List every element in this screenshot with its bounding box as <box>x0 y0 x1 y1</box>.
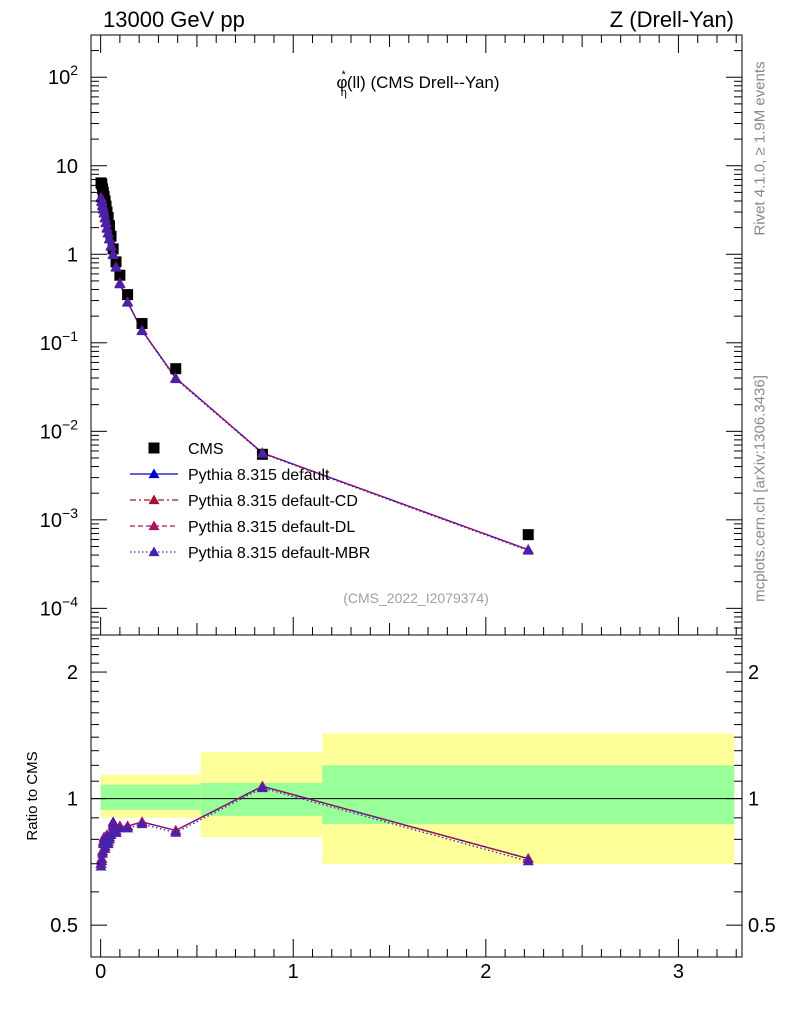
title-symbol: φ <box>336 73 347 92</box>
ratio-point <box>170 827 182 837</box>
title-sup: * <box>341 69 346 81</box>
main-ytick-label: 102 <box>48 62 78 89</box>
mc-point <box>99 212 111 223</box>
main-title: φ* η(ll) (CMS Drell--Yan) <box>336 69 499 99</box>
ratio-ytick-label-right: 0.5 <box>748 915 776 937</box>
ratio-point <box>114 822 126 833</box>
xtick-label: 3 <box>673 961 684 983</box>
main-ytick-label: 10−1 <box>40 328 78 355</box>
legend-marker <box>148 546 160 557</box>
ratio-ytick-label-right: 2 <box>748 662 759 684</box>
data-point <box>170 363 182 375</box>
legend-marker <box>148 468 160 479</box>
mc-point <box>105 241 117 251</box>
legend-label: Pythia 8.315 default-DL <box>188 519 355 536</box>
legend-marker <box>148 494 160 505</box>
data-point <box>136 318 148 330</box>
data-point <box>122 289 134 301</box>
ratio-point <box>136 818 148 829</box>
legend-marker <box>148 442 160 454</box>
title-sub: η <box>341 87 347 99</box>
ratio-ylabel: Ratio to CMS <box>24 751 41 840</box>
mc-point <box>101 223 113 233</box>
ratio-ytick-label-left: 2 <box>67 662 78 684</box>
ratio-frame <box>90 634 743 958</box>
mc-point <box>122 297 134 307</box>
ratio-point <box>96 855 108 866</box>
ratio-point <box>122 822 134 833</box>
main-ytick-label: 10−3 <box>40 505 78 532</box>
mc-point <box>100 217 112 228</box>
ratio-point <box>95 860 107 871</box>
inner-band <box>322 765 735 825</box>
data-point <box>114 269 126 281</box>
mc-point <box>107 249 119 260</box>
ratio-point <box>522 855 534 866</box>
mc-point <box>103 233 115 244</box>
mc-point <box>110 261 122 272</box>
inner-band <box>100 784 201 810</box>
main-plot-area <box>95 177 534 555</box>
main-ytick-label: 10 <box>56 156 78 178</box>
legend-marker <box>148 520 160 531</box>
legend-label: Pythia 8.315 default <box>188 467 330 484</box>
legend-label: CMS <box>188 441 224 458</box>
ratio-ytick-label-right: 1 <box>748 789 759 811</box>
mc-point <box>522 545 534 555</box>
mc-point <box>98 207 110 218</box>
ratio-plot-area <box>91 780 742 871</box>
xtick-label: 0 <box>95 961 106 983</box>
legend-label: Pythia 8.315 default-CD <box>188 493 358 510</box>
mc-point <box>102 227 114 238</box>
header-right-label: Z (Drell-Yan) <box>609 7 734 32</box>
mc-point <box>97 204 109 214</box>
mc-point <box>136 325 148 336</box>
ratio-point <box>256 782 268 793</box>
main-ytick-label: 1 <box>67 244 78 266</box>
svg-text:φ*η(ll) (CMS Drell--Yan): φ* η(ll) (CMS Drell--Yan) <box>336 69 499 99</box>
mc-point <box>114 278 126 289</box>
ratio-ytick-label-left: 1 <box>67 789 78 811</box>
main-ytick-label: 10−2 <box>40 416 78 443</box>
xtick-label: 2 <box>480 961 491 983</box>
mc-point <box>170 373 182 384</box>
main-ytick-label: 10−4 <box>40 593 78 620</box>
xtick-label: 1 <box>288 961 299 983</box>
mc-point <box>96 196 108 207</box>
header-left-label: 13000 GeV pp <box>103 7 245 32</box>
ratio-uncertainty-bands <box>100 733 735 864</box>
analysis-watermark: (CMS_2022_I2079374) <box>343 590 489 606</box>
ratio-ytick-label-left: 0.5 <box>50 915 78 937</box>
legend: CMS Pythia 8.315 default Pythia 8.315 defa… <box>130 441 370 562</box>
title-rest: (ll) (CMS Drell--Yan) <box>347 73 500 92</box>
data-point <box>522 529 534 541</box>
legend-label: Pythia 8.315 default-MBR <box>188 545 370 562</box>
mc-point <box>256 448 268 458</box>
ratio-point <box>97 848 109 858</box>
